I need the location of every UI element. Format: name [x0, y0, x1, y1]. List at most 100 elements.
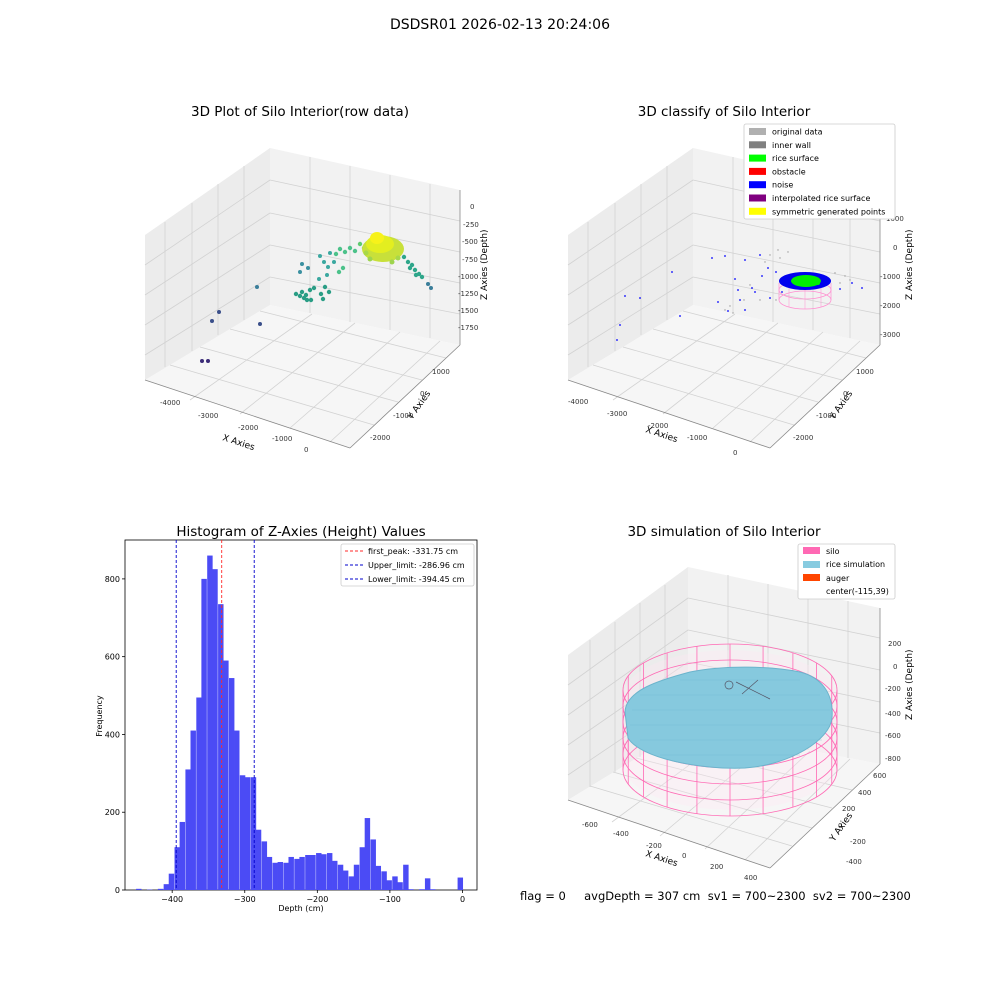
plot4-ytick: 200: [842, 805, 855, 813]
plot4-xlabel: X Axies: [644, 849, 679, 869]
plot1-xtick: -2000: [238, 424, 258, 432]
histogram-bar: [353, 864, 360, 890]
histogram-bar: [207, 555, 213, 890]
histogram-bar: [244, 777, 251, 890]
auger-marker: [724, 679, 771, 700]
histogram-bar: [305, 855, 311, 890]
histogram-ytick: 800: [105, 575, 120, 584]
legend-upper-limit: Upper_limit: -286.96 cm: [368, 561, 465, 570]
plot4-ztick: -400: [885, 710, 901, 718]
legend-silo: silo: [826, 547, 840, 556]
histogram-bar: [430, 889, 436, 890]
legend-lower-limit: Lower_limit: -394.45 cm: [368, 575, 465, 584]
plot2-ztick: -3000: [880, 331, 900, 339]
plot4-ztick: 0: [893, 663, 897, 671]
plot4-ytick: 400: [858, 789, 871, 797]
histogram-bar: [218, 604, 224, 890]
legend-center: center(-115,39): [826, 587, 889, 596]
histogram-ytick: 200: [105, 808, 120, 817]
histogram-bar: [381, 871, 387, 890]
plot4-ytick: -400: [846, 858, 862, 866]
plot1-ytick: -1000: [393, 412, 413, 420]
plot1-axes: -4000 -3000 -2000 -1000 0 -2000 -1000 0 …: [144, 148, 490, 454]
legend-label: original data: [772, 128, 823, 137]
plot1-xlabel: X Axies: [221, 433, 256, 453]
plot1-ztick: -1500: [458, 307, 478, 315]
plot2-zlabel: Z Axies (Depth): [905, 229, 915, 300]
plot1-title: 3D Plot of Silo Interior(row data): [191, 104, 409, 120]
legend-label: rice surface: [772, 154, 819, 163]
legend-rice-simulation: rice simulation: [826, 560, 885, 569]
histogram-legend: first_peak: -331.75 cm Upper_limit: -286…: [340, 543, 475, 587]
legend-first-peak: first_peak: -331.75 cm: [368, 547, 458, 556]
plot1-ztick: -1000: [458, 273, 478, 281]
histogram-bar: [250, 777, 257, 890]
plot2-xtick: -4000: [568, 398, 588, 406]
histogram-bar: [397, 882, 403, 890]
plot1-ztick: -250: [463, 221, 479, 229]
histogram-bar: [375, 865, 382, 890]
plot2-ztick: -1000: [880, 273, 900, 281]
histogram-xlabel: Depth (cm): [278, 904, 323, 913]
histogram-ticks: −400 −300 −200 −100 0 0 200 400 600 800: [105, 575, 465, 904]
plot4-ztick: -200: [885, 685, 901, 693]
plot2-ytick: -1000: [816, 412, 836, 420]
plot1-ztick: -1250: [458, 290, 478, 298]
histogram-bar: [223, 660, 229, 890]
histogram-bar: [294, 858, 300, 890]
histogram-title: Histogram of Z-Axies (Height) Values: [176, 524, 426, 540]
plot2-ytick: -2000: [793, 434, 813, 442]
histogram-bar: [228, 678, 235, 890]
plot4-xtick: 200: [710, 863, 723, 871]
histogram-bar: [239, 775, 246, 890]
figure-title: DSDSR01 2026-02-13 20:24:06: [389, 17, 610, 33]
histogram-bar: [386, 880, 392, 890]
histogram-bar: [392, 876, 398, 890]
histogram-xtick: −100: [379, 895, 401, 904]
histogram-bar: [419, 889, 425, 890]
plot1-ytick: -2000: [370, 434, 390, 442]
histogram-bar: [212, 569, 218, 890]
plot1-ztick: -750: [462, 256, 478, 264]
legend-auger: auger: [826, 574, 850, 583]
histogram-bars: [136, 555, 464, 890]
plot4-ztick: 200: [888, 640, 901, 648]
histogram-bar: [424, 878, 431, 890]
plot1-xtick: -3000: [198, 412, 218, 420]
plot4-ytick: -200: [850, 838, 866, 846]
plot4-xtick: -400: [613, 830, 629, 838]
plot2-title: 3D classify of Silo Interior: [637, 104, 811, 120]
histogram-bar: [185, 769, 191, 890]
plot2-ylabel: Y Axies: [828, 389, 856, 422]
histogram-axes: −400 −300 −200 −100 0 0 200 400 600 800 Depth (cm…: [95, 539, 478, 913]
histogram-bar: [299, 856, 305, 890]
histogram-bar: [342, 870, 349, 890]
histogram-xtick: 0: [460, 895, 465, 904]
legend-swatch: [749, 167, 766, 175]
histogram-bar: [316, 853, 322, 890]
plot4-ytick: 0: [838, 822, 842, 830]
plot1-ztick: -500: [462, 238, 478, 246]
histogram-bar: [321, 854, 327, 890]
histogram-bar: [277, 862, 284, 890]
histogram-bar: [157, 888, 164, 890]
histogram-bar: [326, 853, 333, 890]
plot4-title: 3D simulation of Silo Interior: [627, 524, 821, 540]
plot1-xtick: -1000: [272, 435, 292, 443]
histogram-bar: [359, 847, 366, 890]
status-footer: flag = 0 avgDepth = 307 cm sv1 = 700~230…: [520, 889, 911, 903]
plot4-simulation: silo rice simulation auger center(-115,3…: [622, 543, 896, 817]
histogram-bar: [196, 697, 202, 890]
plot1-ztick: -1750: [458, 324, 478, 332]
legend-label: noise: [772, 181, 793, 190]
plot1-zlabel: Z Axies (Depth): [480, 229, 490, 300]
plot2-ztick: 0: [893, 244, 897, 252]
histogram-bar: [266, 856, 273, 890]
histogram-xtick: −300: [234, 895, 256, 904]
plot4-xtick: -200: [646, 842, 662, 850]
plot4-zlabel: Z Axies (Depth): [905, 649, 915, 720]
plot1-ytick: 1000: [432, 368, 450, 376]
plot2-points: [616, 249, 863, 341]
histogram-ylabel: Frequency: [95, 695, 104, 737]
histogram-ytick: 600: [105, 653, 120, 662]
